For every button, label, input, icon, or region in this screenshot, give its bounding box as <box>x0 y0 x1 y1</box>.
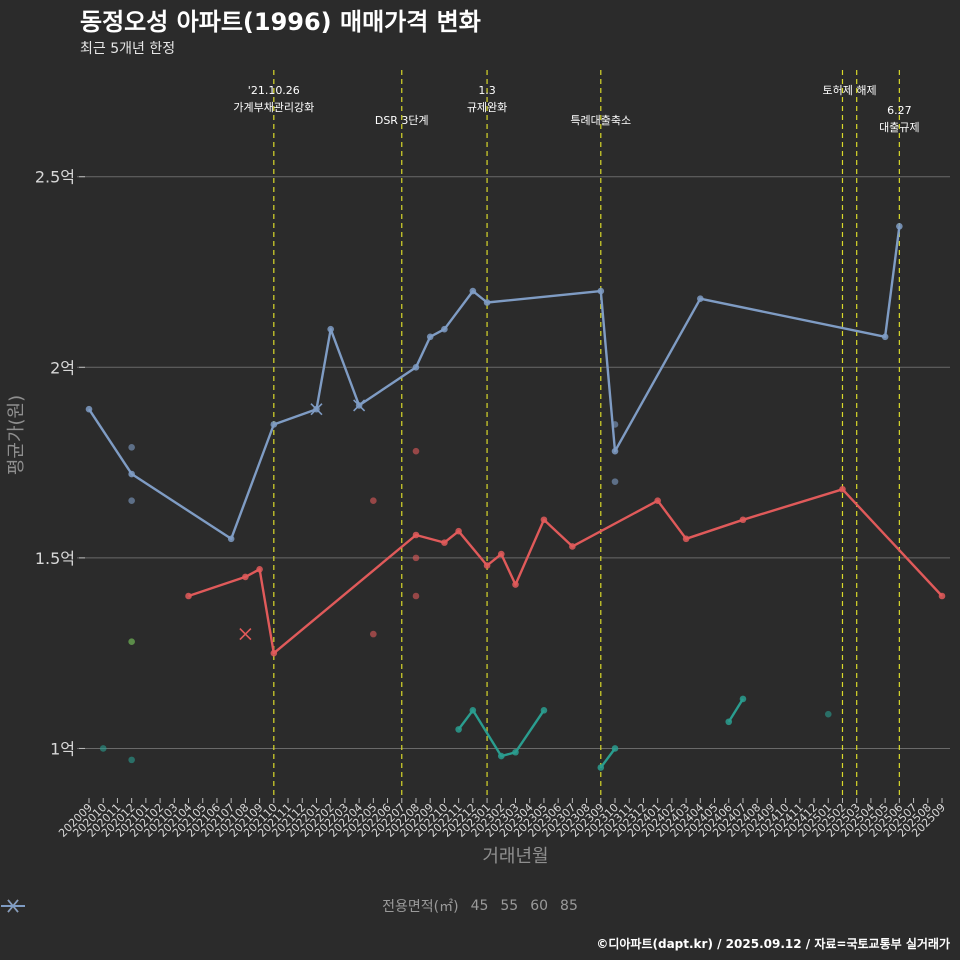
series-60-point-202208 <box>412 531 420 539</box>
series-60-point-202110 <box>270 649 278 657</box>
series-85-point-202202 <box>327 325 334 333</box>
series-60-x-mark-0 <box>239 628 252 641</box>
y-tick-label-3: 2.5억 <box>35 168 75 187</box>
series-60-point-202302 <box>497 550 505 558</box>
source-caption: ©디아파트(dapt.kr) / 2025.09.12 / 자료=국토교통부 실… <box>596 937 950 951</box>
event-label-202301-0: 1.3 <box>478 84 496 97</box>
y-tick-label-2: 2억 <box>50 358 75 377</box>
series-60-point-202301 <box>483 562 491 569</box>
legend-item-60[interactable]: 60 <box>1 898 549 914</box>
series-60-point-202210 <box>441 539 448 546</box>
series-85-point-202208 <box>412 363 420 371</box>
series-85-point-202505 <box>881 333 889 341</box>
legend-label-85: 85 <box>560 898 578 914</box>
series-45-line-1 <box>599 747 616 769</box>
series-45-extra-point-0 <box>99 745 107 752</box>
series-85-point-202404 <box>697 295 704 302</box>
series-85-point-202301 <box>483 299 491 306</box>
series-60-extra-point-4 <box>412 592 420 600</box>
series-45-point-202407 <box>739 695 747 703</box>
event-label-202309-0: 특례대출축소 <box>570 114 631 127</box>
series-60-point-202502 <box>839 485 846 493</box>
series-85-point-202210 <box>441 325 448 333</box>
x-axis-title: 거래년월 <box>482 846 548 867</box>
y-axis-title: 평균가(원) <box>6 395 27 475</box>
series-45-point-202310 <box>611 745 619 752</box>
series-60-point-202403 <box>682 535 690 543</box>
series-45-line-2 <box>727 698 745 723</box>
series-85-point-202212 <box>469 287 477 295</box>
series-85-x-mark-0 <box>310 403 323 416</box>
series-85-point-202209 <box>426 333 434 341</box>
series-45-point-202302 <box>497 752 505 760</box>
chart-subtitle: 최근 5개년 한정 <box>80 41 176 57</box>
series-85-point-202107 <box>227 535 235 543</box>
event-label-202110-0: '21.10.26 <box>248 84 300 97</box>
event-label-202207-0: DSR 3단계 <box>375 114 429 127</box>
series-45-point-202406 <box>725 718 733 726</box>
event-label-202506-0: 6.27 <box>887 104 912 117</box>
series-60-point-202305 <box>540 516 548 524</box>
chart-title: 동정오성 아파트(1996) 매매가격 변화 <box>80 8 481 36</box>
series-60-point-202303 <box>512 581 519 588</box>
series-60-point-202109 <box>256 566 263 573</box>
legend-label-55: 55 <box>500 898 519 914</box>
series-45-extra-point-1 <box>128 756 135 764</box>
series-85-line-0 <box>87 226 901 540</box>
series-60-point-202108 <box>242 573 249 581</box>
series-45-point-202303 <box>512 748 519 756</box>
y-tick-label-1: 1.5억 <box>35 549 75 568</box>
series-85-point-202012 <box>128 470 135 478</box>
legend-label-45: 45 <box>470 898 489 914</box>
series-60-point-202104 <box>185 592 192 600</box>
series-85-point-202110 <box>270 421 278 428</box>
event-label-202506-1: 대출규제 <box>879 121 919 134</box>
series-85-point-202506 <box>896 222 903 230</box>
series-60-extra-point-0 <box>370 497 377 505</box>
event-label-202502-0: 토허제 해제 <box>823 83 877 97</box>
series-55-extra-point-0 <box>128 638 135 646</box>
series-85-extra-point-2 <box>611 421 619 428</box>
legend-item-55[interactable]: 55 <box>1 898 519 914</box>
event-label-202110-1: 가계부채관리강화 <box>233 101 314 114</box>
series-60-extra-point-3 <box>412 554 420 562</box>
series-60-point-202401 <box>654 497 661 505</box>
series-85-point-202310 <box>611 447 619 455</box>
series-60-point-202307 <box>569 543 576 550</box>
legend-item-85[interactable]: 85 <box>1 898 578 914</box>
series-60-line-0 <box>188 488 943 655</box>
legend-key-85 <box>1 899 25 913</box>
series-45-point-202211 <box>455 726 462 733</box>
series-45-extra-point-2 <box>824 710 832 718</box>
series-45-point-202212 <box>469 707 477 714</box>
series-85-point-202009 <box>85 405 93 413</box>
series-60-point-202509 <box>938 592 946 600</box>
series-45-point-202305 <box>540 707 548 714</box>
series-85-extra-point-3 <box>611 478 619 485</box>
event-label-202301-1: 규제완화 <box>467 101 507 114</box>
series-85-extra-point-0 <box>128 444 135 451</box>
series-60-extra-point-1 <box>370 630 377 638</box>
legend: 전용면적(㎡) 45 55 60 85 <box>0 896 960 916</box>
series-45-line-0 <box>457 709 545 758</box>
series-60-point-202211 <box>455 527 462 535</box>
legend-item-45[interactable]: 45 <box>1 898 489 914</box>
series-60-point-202407 <box>739 516 747 524</box>
series-45-point-202309 <box>597 764 605 771</box>
legend-title: 전용면적(㎡) <box>382 899 459 915</box>
series-60-extra-point-2 <box>412 447 420 455</box>
series-85-extra-point-1 <box>128 497 135 505</box>
series-85-x-mark-1 <box>353 399 366 412</box>
y-tick-label-0: 1억 <box>50 739 75 758</box>
legend-label-60: 60 <box>530 898 549 914</box>
series-85-point-202309 <box>597 287 605 295</box>
